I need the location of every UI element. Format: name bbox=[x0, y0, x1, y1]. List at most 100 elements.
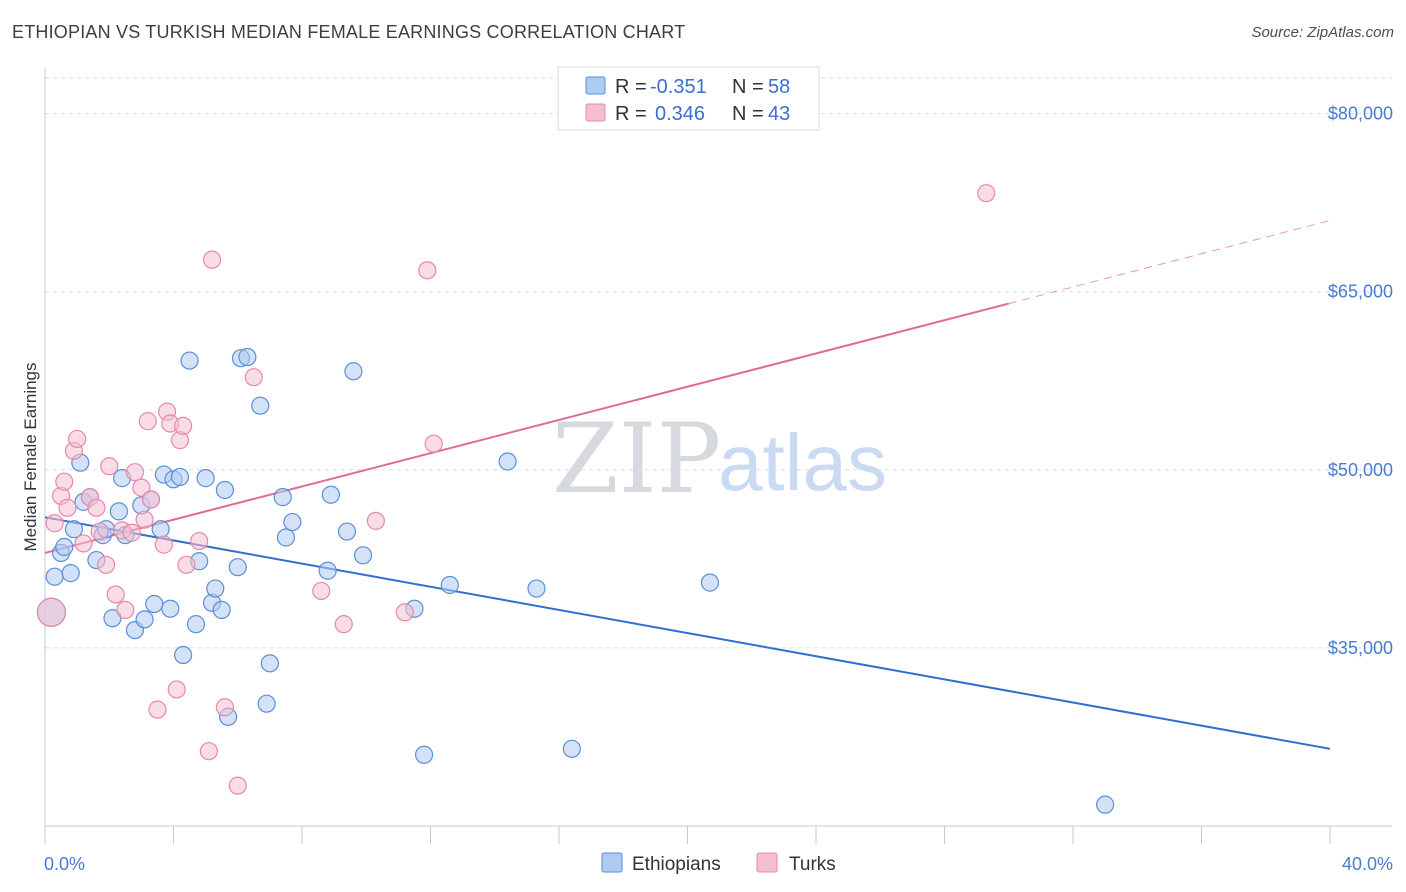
turks-point bbox=[96, 555, 116, 574]
source-credit: Source: ZipAtlas.com bbox=[1251, 24, 1394, 41]
ethiopians-point bbox=[212, 600, 231, 620]
turks-point bbox=[312, 581, 331, 601]
ethiopians-point bbox=[353, 546, 373, 565]
turks-point bbox=[177, 555, 196, 574]
ethiopians-point bbox=[64, 520, 84, 539]
turks-trend-line bbox=[44, 302, 1010, 554]
turks-point bbox=[100, 457, 119, 476]
ethiopians-point bbox=[103, 609, 122, 628]
legend-r-value-ethiopians: -0.351 bbox=[650, 76, 707, 98]
turks-point bbox=[68, 429, 87, 449]
turks-trend-extension bbox=[1008, 219, 1331, 305]
legend-n-label-2: N = bbox=[732, 103, 764, 125]
chart-title: ETHIOPIAN VS TURKISH MEDIAN FEMALE EARNI… bbox=[12, 22, 686, 42]
turks-point bbox=[36, 597, 67, 627]
ethiopians-point bbox=[109, 502, 128, 521]
turks-point bbox=[154, 535, 173, 554]
y-tick-label: $50,000 bbox=[1328, 460, 1393, 480]
ethiopians-point bbox=[174, 645, 193, 665]
ethiopians-point bbox=[45, 567, 64, 586]
turks-point bbox=[228, 776, 247, 795]
y-tick-label: $35,000 bbox=[1328, 638, 1393, 658]
series-legend: Ethiopians Turks bbox=[601, 852, 836, 875]
legend-r-label-2: R = bbox=[615, 103, 647, 125]
watermark-atlas: atlas bbox=[718, 418, 887, 507]
legend-r-value-turks: 0.346 bbox=[655, 103, 705, 125]
y-tick-label: $65,000 bbox=[1328, 282, 1393, 302]
ethiopians-point bbox=[215, 480, 234, 500]
x-tick-label: 40.0% bbox=[1342, 854, 1393, 874]
turks-point bbox=[122, 523, 141, 542]
turks-point bbox=[90, 522, 109, 541]
ethiopians-point bbox=[61, 564, 80, 583]
turks-point bbox=[87, 498, 106, 517]
ethiopians-point bbox=[498, 452, 517, 471]
legend-swatch-turks bbox=[585, 103, 606, 122]
turks-point bbox=[174, 416, 193, 435]
turks-point bbox=[45, 514, 64, 533]
turks-point bbox=[395, 603, 414, 622]
ethiopians-point bbox=[251, 396, 270, 415]
turks-point bbox=[148, 700, 167, 719]
ethiopians-point bbox=[238, 347, 257, 367]
ethiopians-trend-line bbox=[44, 516, 1331, 750]
axes bbox=[44, 68, 1392, 844]
ethiopians-point bbox=[257, 694, 276, 713]
y-axis-label: Median Female Earnings bbox=[21, 363, 40, 552]
turks-point bbox=[132, 478, 151, 497]
ethiopians-point bbox=[440, 575, 459, 595]
ethiopians-point bbox=[260, 654, 279, 673]
ethiopians-point bbox=[206, 579, 225, 598]
ethiopians-point bbox=[180, 351, 199, 370]
trend-lines bbox=[44, 219, 1331, 750]
turks-point bbox=[190, 531, 209, 551]
turks-point bbox=[58, 498, 77, 517]
bottom-legend-swatch-ethiopians bbox=[601, 852, 623, 873]
ethiopians-point bbox=[527, 579, 546, 598]
turks-point bbox=[167, 680, 186, 699]
y-tick-labels: $35,000 $50,000 $65,000 $80,000 bbox=[1328, 104, 1393, 658]
watermark: ZIP atlas bbox=[552, 403, 887, 515]
ethiopians-point bbox=[170, 467, 190, 487]
bottom-legend-swatch-turks bbox=[756, 852, 778, 873]
turks-point bbox=[215, 698, 234, 717]
watermark-zip: ZIP bbox=[552, 403, 721, 515]
turks-point bbox=[424, 434, 443, 453]
turks-point bbox=[116, 600, 135, 620]
x-tick-label: 0.0% bbox=[44, 854, 85, 874]
data-points bbox=[36, 184, 1115, 814]
turks-point bbox=[141, 490, 161, 509]
turks-point bbox=[55, 472, 74, 491]
ethiopians-point bbox=[1096, 795, 1115, 814]
turks-point bbox=[366, 511, 385, 530]
legend-r-label-1: R = bbox=[615, 76, 647, 98]
turks-point bbox=[74, 534, 93, 553]
ethiopians-point bbox=[700, 573, 720, 592]
ethiopians-point bbox=[55, 537, 74, 557]
ethiopians-point bbox=[151, 520, 170, 539]
ethiopians-point bbox=[145, 594, 164, 614]
legend-n-value-turks: 43 bbox=[768, 103, 790, 125]
bottom-legend-ethiopians: Ethiopians bbox=[632, 854, 721, 875]
turks-point bbox=[138, 412, 157, 431]
turks-point bbox=[135, 510, 154, 529]
ethiopians-point bbox=[414, 745, 434, 764]
ethiopians-point bbox=[196, 469, 215, 488]
x-tick-labels: 0.0% 40.0% bbox=[44, 854, 1393, 874]
y-tick-label: $80,000 bbox=[1328, 104, 1393, 124]
turks-point bbox=[199, 742, 218, 761]
legend-swatch-ethiopians bbox=[585, 76, 606, 95]
ethiopians-point bbox=[276, 528, 296, 547]
turks-point bbox=[977, 184, 996, 203]
ethiopians-point bbox=[562, 739, 581, 758]
turks-point bbox=[202, 250, 222, 269]
ethiopians-point bbox=[337, 522, 357, 541]
legend-n-label-1: N = bbox=[732, 76, 764, 98]
ethiopians-point bbox=[135, 610, 154, 629]
ethiopians-point bbox=[273, 488, 292, 507]
ethiopians-point bbox=[318, 561, 337, 580]
turks-point bbox=[334, 615, 353, 634]
ethiopians-point bbox=[321, 485, 341, 504]
correlation-legend: R = -0.351 N = 58 R = 0.346 N = 43 bbox=[557, 66, 820, 131]
